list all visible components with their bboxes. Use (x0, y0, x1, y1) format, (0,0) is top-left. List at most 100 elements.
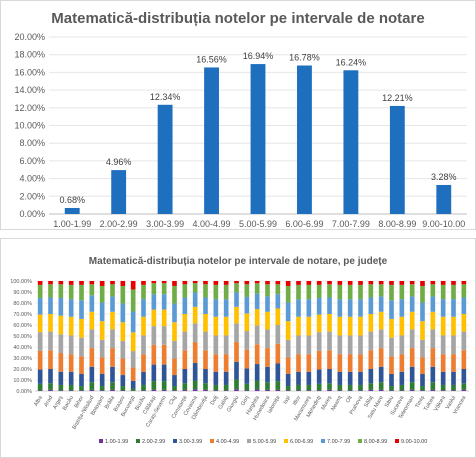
stacked-bar-segment (451, 335, 456, 355)
stacked-bar-segment (389, 281, 394, 285)
stacked-bar-segment (409, 311, 415, 330)
stacked-bar-segment (399, 335, 405, 355)
stacked-bar-segment (89, 281, 95, 285)
stacked-bar-segment (358, 284, 363, 300)
stacked-bar-segment (161, 294, 167, 310)
stacked-bar-segment (120, 390, 126, 391)
stacked-bar-segment (141, 299, 146, 317)
stacked-bar-segment (306, 384, 312, 391)
stacked-bar-segment (399, 384, 405, 391)
x-tick-label: Vâlcea (433, 394, 447, 412)
stacked-bar-segment (161, 326, 167, 345)
y-tick-label: 4.00% (19, 174, 45, 184)
stacked-bar-segment (265, 389, 270, 391)
stacked-bar-segment (213, 371, 219, 385)
stacked-bar-segment (337, 316, 343, 336)
stacked-bar-segment (110, 389, 115, 391)
stacked-bar-segment (265, 284, 270, 297)
stacked-bar-segment (99, 373, 105, 387)
x-tick-label: 8.00-8.99 (378, 219, 416, 229)
stacked-bar-segment (48, 389, 53, 391)
stacked-bar-segment (48, 369, 53, 384)
bar (297, 65, 312, 214)
bar (436, 184, 452, 214)
stacked-bar-segment (182, 281, 188, 285)
stacked-bar-segment (79, 356, 84, 374)
stacked-bar-segment (389, 386, 394, 391)
stacked-bar-segment (172, 281, 177, 286)
stacked-bar-segment (130, 380, 136, 389)
stacked-bar-segment (461, 281, 467, 285)
stacked-bar-segment (296, 316, 301, 336)
stacked-bar-segment (48, 281, 53, 285)
stacked-bar-segment (327, 350, 332, 369)
stacked-bar-segment (368, 297, 374, 314)
stacked-bar-segment (120, 281, 126, 286)
stacked-bar-segment (337, 354, 343, 372)
stacked-bar-segment (389, 337, 394, 357)
stacked-bar-segment (368, 369, 374, 384)
stacked-bar-segment (151, 326, 157, 345)
distribution-chart-panel: Matematică-distribuția notelor pe interv… (0, 0, 476, 230)
stacked-bar-segment (203, 389, 208, 391)
stacked-bar-segment (296, 371, 301, 385)
y-tick-label: 6.00% (19, 156, 45, 166)
x-tick-label: 9.00-10.00 (422, 219, 465, 229)
stacked-bar-segment (192, 389, 198, 391)
stacked-bar-segment (296, 281, 301, 285)
legend-label: 1.00-1.99 (105, 439, 128, 445)
stacked-bar-segment (89, 382, 95, 390)
stacked-bar-segment (68, 299, 74, 317)
x-tick-label: Alba (33, 394, 44, 407)
stacked-bar-segment (120, 386, 126, 391)
stacked-bar-segment (192, 323, 198, 343)
stacked-bar-segment (358, 299, 363, 317)
stacked-bar-segment (192, 306, 198, 324)
stacked-bar-segment (234, 292, 239, 307)
stacked-bar-segment (213, 316, 219, 336)
stacked-bar-segment (358, 384, 363, 391)
stacked-bar-segment (151, 364, 157, 382)
y-tick-label: 18.00% (14, 50, 45, 60)
stacked-bar-segment (420, 373, 425, 387)
x-tick-label: Cluj (168, 395, 178, 406)
stacked-bar-segment (79, 300, 84, 319)
stacked-bar-segment (203, 284, 208, 298)
stacked-bar-segment (130, 351, 136, 368)
stacked-bar-segment (420, 386, 425, 391)
stacked-bar-segment (234, 361, 239, 380)
stacked-bar-segment (234, 306, 239, 324)
stacked-bar-segment (358, 371, 363, 385)
x-tick-label: 3.00-3.99 (146, 219, 184, 229)
stacked-bar-segment (244, 349, 250, 369)
stacked-bar-segment (451, 281, 456, 285)
y-tick-label: 16.00% (14, 67, 45, 77)
stacked-bar-segment (182, 369, 188, 384)
stacked-bar-segment (234, 379, 239, 390)
stacked-bar-segment (244, 383, 250, 391)
stacked-bar-segment (130, 332, 136, 352)
stacked-bar-segment (244, 331, 250, 350)
y-tick-label: 50.00% (13, 334, 32, 340)
stacked-bar-segment (141, 316, 146, 336)
stacked-bar-segment (244, 281, 250, 285)
legend-label: 8.00-8.99 (364, 439, 387, 445)
stacked-bar-segment (285, 390, 291, 391)
stacked-bar-segment (79, 318, 84, 338)
data-label: 16.24% (336, 57, 367, 67)
stacked-bar-segment (110, 382, 115, 390)
stacked-bar-segment (430, 284, 436, 297)
stacked-bar-segment (89, 295, 95, 312)
stacked-bar-segment (141, 371, 146, 385)
stacked-bar-segment (316, 332, 322, 351)
y-tick-label: 70.00% (13, 312, 32, 318)
stacked-bar-segment (306, 354, 312, 372)
legend-swatch (136, 439, 140, 443)
stacked-bar-segment (99, 339, 105, 358)
stacked-bar-segment (192, 283, 198, 293)
stacked-bar-segment (296, 299, 301, 317)
stacked-bar-segment (316, 298, 322, 315)
stacked-bar-segment (110, 329, 115, 349)
y-tick-label: 8.00% (19, 138, 45, 148)
stacked-bar-segment (120, 340, 126, 359)
